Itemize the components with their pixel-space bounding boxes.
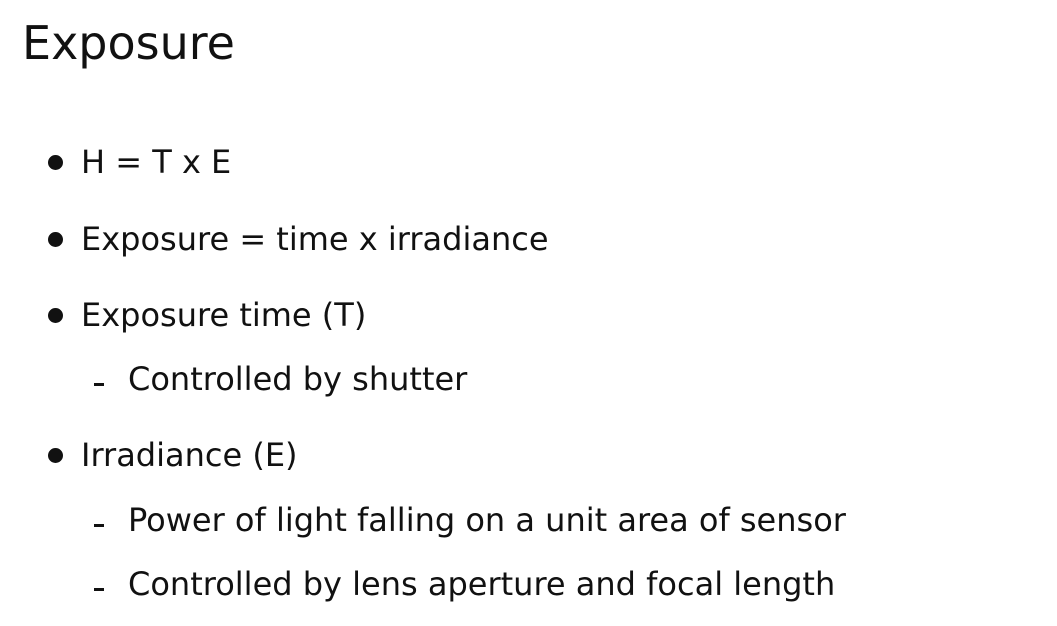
- subitem-text: Controlled by lens aperture and focal le…: [128, 565, 836, 603]
- bullet-text: H = T x E: [81, 143, 232, 181]
- bullet-marker: [48, 448, 63, 463]
- bullet-marker: [48, 232, 63, 247]
- bullet-text: Exposure = time x irradiance: [81, 220, 549, 258]
- bullet-text: Irradiance (E): [81, 436, 298, 474]
- bullet-marker: [48, 308, 63, 323]
- subitem-text: Controlled by shutter: [128, 360, 468, 398]
- subitem-dash: [94, 383, 104, 386]
- subitem-dash: [94, 588, 104, 591]
- slide-title: Exposure: [22, 16, 235, 70]
- bullet-text: Exposure time (T): [81, 296, 367, 334]
- bullet-marker: [48, 155, 63, 170]
- subitem-text: Power of light falling on a unit area of…: [128, 501, 846, 539]
- subitem-dash: [94, 524, 104, 527]
